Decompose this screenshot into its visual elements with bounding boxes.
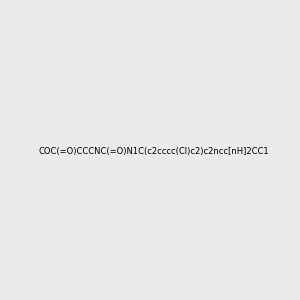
Text: COC(=O)CCCNC(=O)N1C(c2cccc(Cl)c2)c2ncc[nH]2CC1: COC(=O)CCCNC(=O)N1C(c2cccc(Cl)c2)c2ncc[n… [38,147,269,156]
